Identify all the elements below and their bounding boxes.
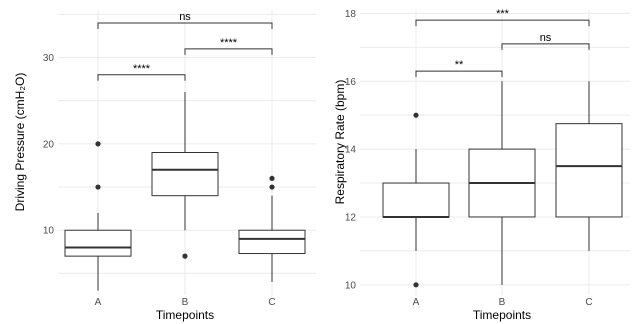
x-tick-label: A: [413, 297, 420, 308]
outlier-point: [413, 112, 419, 118]
outlier-point: [182, 253, 188, 259]
outlier-point: [413, 282, 419, 288]
chart-driving-pressure: **** **** ns 10 20 30 A B C Timepoints Driving …: [13, 10, 316, 322]
significance-bracket: [184, 48, 273, 55]
y-tick-label: 18: [345, 9, 357, 20]
box: [64, 229, 132, 257]
significance-bracket: [415, 70, 503, 78]
y-axis-title: Respiratory Rate (bpm): [333, 80, 347, 205]
ticks-left: 10 20 30 A B C: [43, 53, 276, 308]
x-tick-label: B: [182, 297, 189, 308]
y-axis-title: Driving Pressure (cmH₂O): [13, 73, 27, 212]
x-axis-title: Timepoints: [156, 308, 214, 322]
marks-left: [64, 92, 306, 291]
x-axis-title: Timepoints: [473, 308, 531, 322]
box: [555, 123, 623, 218]
box: [382, 182, 450, 218]
ticks-right: 10 12 14 16 18 A B C: [345, 9, 593, 308]
x-tick-label: A: [95, 297, 102, 308]
y-tick-label: 10: [345, 280, 357, 291]
y-tick-label: 14: [345, 145, 357, 156]
outlier-point: [95, 141, 101, 147]
annotations-left: **** **** ns: [97, 11, 273, 81]
outlier-point: [95, 184, 101, 190]
outlier-point: [269, 184, 275, 190]
significance-label: ***: [496, 8, 510, 20]
significance-label: ns: [540, 32, 552, 44]
box: [238, 229, 306, 255]
chart-respiratory-rate: ** ns *** 10 12 14 16 18 A B C Timepoints Respira…: [333, 8, 630, 322]
outlier-point: [269, 175, 275, 182]
significance-bracket: [501, 43, 590, 50]
significance-label: **: [455, 59, 464, 71]
x-tick-label: B: [499, 297, 506, 308]
significance-bracket: [97, 74, 186, 81]
x-tick-label: C: [268, 297, 275, 308]
significance-bracket: [415, 19, 590, 27]
significance-label: ****: [220, 37, 238, 49]
box: [151, 152, 219, 197]
y-tick-label: 12: [345, 212, 357, 223]
annotations-right: ** ns ***: [415, 8, 590, 78]
y-tick-label: 16: [345, 77, 357, 88]
significance-label: ns: [179, 11, 191, 23]
x-tick-label: C: [585, 297, 592, 308]
y-tick-label: 20: [43, 139, 55, 150]
significance-label: ****: [133, 63, 151, 75]
y-tick-label: 10: [43, 226, 55, 237]
y-tick-label: 30: [43, 53, 55, 64]
marks-right: [382, 81, 623, 288]
significance-bracket: [97, 22, 273, 29]
